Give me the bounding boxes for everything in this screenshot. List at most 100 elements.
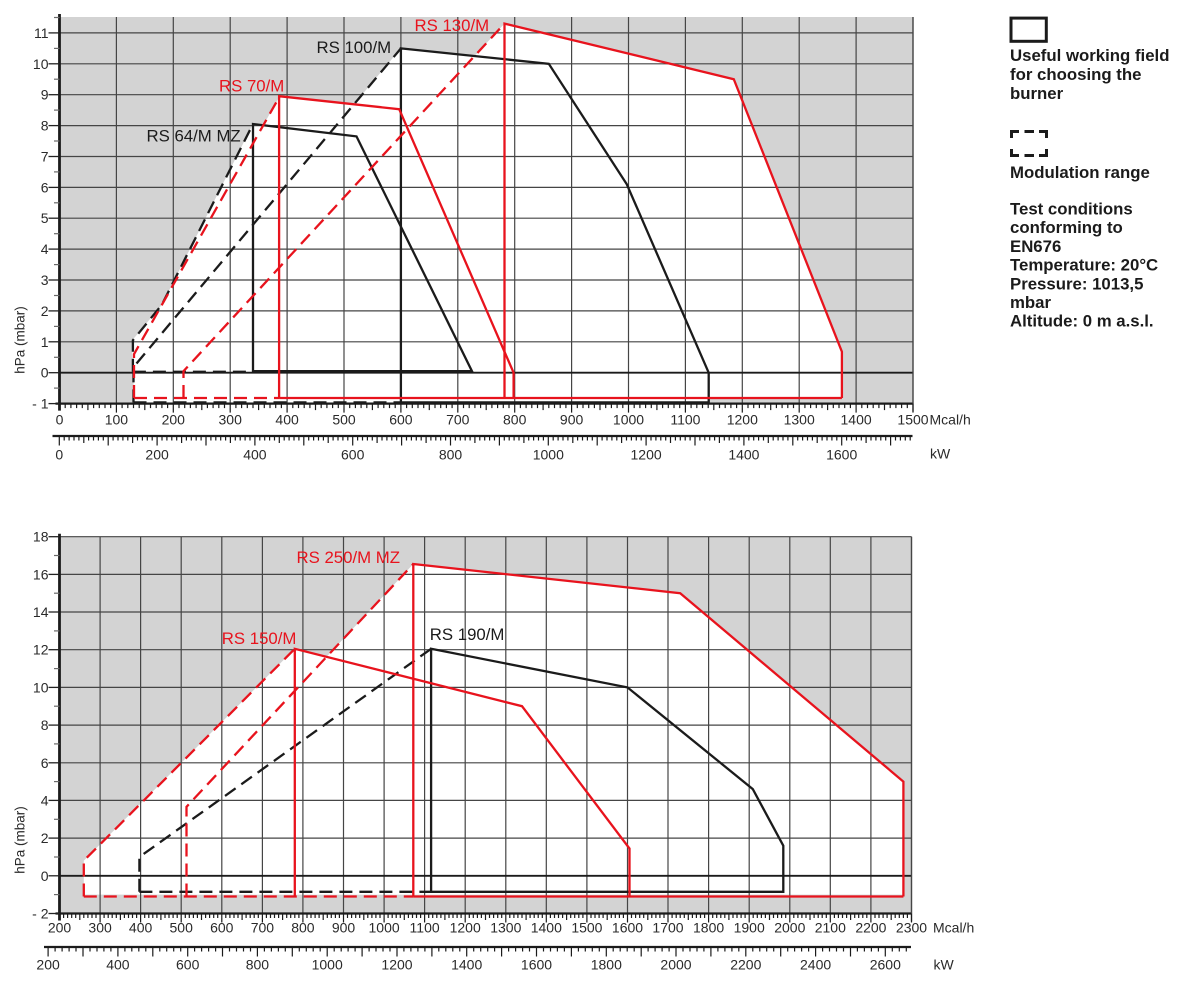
- svg-text:Mcal/h: Mcal/h: [933, 920, 974, 936]
- svg-text:conforming to: conforming to: [1010, 218, 1123, 237]
- svg-text:600: 600: [210, 920, 234, 936]
- svg-text:500: 500: [332, 412, 356, 428]
- svg-text:RS 150/M: RS 150/M: [222, 629, 297, 648]
- svg-text:2400: 2400: [800, 957, 831, 973]
- svg-text:200: 200: [145, 447, 169, 463]
- svg-text:- 1: - 1: [32, 396, 49, 412]
- svg-text:1: 1: [41, 334, 49, 350]
- svg-text:1000: 1000: [312, 957, 343, 973]
- svg-text:9: 9: [41, 87, 49, 103]
- svg-text:400: 400: [243, 447, 267, 463]
- svg-text:1400: 1400: [531, 920, 562, 936]
- svg-text:8: 8: [41, 717, 49, 733]
- svg-text:RS 190/M: RS 190/M: [430, 625, 505, 644]
- svg-text:700: 700: [446, 412, 470, 428]
- svg-text:600: 600: [389, 412, 413, 428]
- svg-text:Pressure: 1013,5: Pressure: 1013,5: [1010, 274, 1143, 293]
- svg-text:4: 4: [41, 241, 49, 257]
- svg-text:800: 800: [503, 412, 527, 428]
- svg-text:2600: 2600: [870, 957, 901, 973]
- svg-text:kW: kW: [934, 957, 955, 973]
- svg-text:RS 130/M: RS 130/M: [415, 16, 490, 35]
- svg-text:burner: burner: [1010, 84, 1064, 103]
- svg-text:RS 250/M MZ: RS 250/M MZ: [297, 548, 401, 567]
- svg-text:400: 400: [129, 920, 153, 936]
- svg-text:2300: 2300: [896, 920, 927, 936]
- svg-text:1500: 1500: [571, 920, 602, 936]
- svg-text:6: 6: [41, 179, 49, 195]
- svg-text:900: 900: [560, 412, 584, 428]
- svg-text:1200: 1200: [381, 957, 412, 973]
- svg-text:200: 200: [36, 957, 60, 973]
- svg-text:1800: 1800: [693, 920, 724, 936]
- svg-text:2: 2: [41, 303, 49, 319]
- svg-text:1000: 1000: [613, 412, 644, 428]
- svg-text:RS 70/M: RS 70/M: [219, 77, 284, 96]
- svg-text:2100: 2100: [815, 920, 846, 936]
- svg-text:200: 200: [48, 920, 72, 936]
- svg-text:18: 18: [33, 529, 49, 545]
- svg-text:400: 400: [106, 957, 130, 973]
- svg-text:2: 2: [41, 830, 49, 846]
- svg-text:mbar: mbar: [1010, 293, 1052, 312]
- svg-text:800: 800: [291, 920, 315, 936]
- svg-text:Useful working field: Useful working field: [1010, 46, 1169, 65]
- svg-text:0: 0: [41, 868, 49, 884]
- svg-text:100: 100: [105, 412, 129, 428]
- svg-text:900: 900: [332, 920, 356, 936]
- svg-text:10: 10: [33, 679, 49, 695]
- svg-text:1800: 1800: [591, 957, 622, 973]
- svg-text:1600: 1600: [521, 957, 552, 973]
- svg-text:1100: 1100: [410, 920, 440, 936]
- svg-text:Test conditions: Test conditions: [1010, 200, 1133, 219]
- svg-text:1400: 1400: [451, 957, 482, 973]
- svg-text:- 2: - 2: [32, 906, 49, 922]
- svg-text:1500: 1500: [897, 412, 928, 428]
- svg-text:0: 0: [56, 412, 64, 428]
- svg-text:1200: 1200: [727, 412, 758, 428]
- svg-text:300: 300: [88, 920, 112, 936]
- svg-text:4: 4: [41, 792, 49, 808]
- svg-text:1400: 1400: [841, 412, 872, 428]
- svg-text:14: 14: [33, 604, 49, 620]
- svg-text:400: 400: [275, 412, 299, 428]
- svg-text:300: 300: [219, 412, 243, 428]
- svg-text:1200: 1200: [631, 447, 662, 463]
- svg-text:hPa (mbar): hPa (mbar): [13, 806, 28, 874]
- svg-text:1900: 1900: [734, 920, 765, 936]
- svg-text:6: 6: [41, 755, 49, 771]
- svg-text:Mcal/h: Mcal/h: [930, 412, 971, 428]
- svg-text:3: 3: [41, 272, 49, 288]
- svg-text:Altitude: 0 m a.s.l.: Altitude: 0 m a.s.l.: [1010, 312, 1154, 331]
- svg-text:5: 5: [41, 210, 49, 226]
- svg-text:600: 600: [341, 447, 365, 463]
- svg-text:2200: 2200: [855, 920, 886, 936]
- svg-text:500: 500: [170, 920, 194, 936]
- svg-text:1000: 1000: [533, 447, 564, 463]
- svg-text:Modulation range: Modulation range: [1010, 163, 1150, 182]
- svg-text:RS 100/M: RS 100/M: [317, 38, 392, 57]
- svg-text:1400: 1400: [728, 447, 759, 463]
- svg-text:1600: 1600: [826, 447, 857, 463]
- svg-text:2200: 2200: [730, 957, 761, 973]
- svg-text:2000: 2000: [660, 957, 691, 973]
- svg-text:200: 200: [162, 412, 186, 428]
- svg-text:12: 12: [33, 642, 49, 658]
- svg-text:16: 16: [33, 566, 49, 582]
- svg-text:800: 800: [439, 447, 463, 463]
- svg-text:1700: 1700: [652, 920, 683, 936]
- svg-text:700: 700: [251, 920, 275, 936]
- svg-text:7: 7: [41, 149, 49, 165]
- svg-text:kW: kW: [930, 446, 951, 462]
- svg-text:for choosing the: for choosing the: [1010, 65, 1141, 84]
- svg-text:10: 10: [33, 56, 49, 72]
- svg-text:hPa (mbar): hPa (mbar): [13, 306, 28, 374]
- svg-text:1300: 1300: [490, 920, 521, 936]
- svg-text:RS 64/M MZ: RS 64/M MZ: [147, 126, 241, 145]
- svg-text:1600: 1600: [612, 920, 643, 936]
- svg-text:1300: 1300: [784, 412, 815, 428]
- svg-text:8: 8: [41, 118, 49, 134]
- svg-text:EN676: EN676: [1010, 237, 1061, 256]
- svg-text:11: 11: [34, 25, 49, 41]
- svg-text:1200: 1200: [450, 920, 481, 936]
